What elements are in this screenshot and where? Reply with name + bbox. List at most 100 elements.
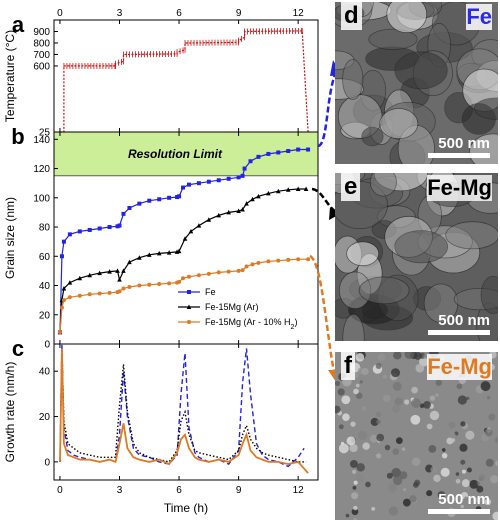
marker-femg-h2 — [127, 284, 132, 289]
marker-femg-ar — [188, 228, 194, 234]
series-line-c-2 — [59, 348, 309, 474]
marker-femg-ar — [276, 188, 281, 194]
xtick-label-top: 6 — [176, 8, 182, 19]
marker-femg-ar — [107, 269, 112, 274]
marker-femg-ar — [127, 259, 132, 265]
scale-bar-label-f: 500 nm — [438, 491, 490, 508]
ytick-label-b: 20 — [39, 310, 51, 321]
scale-bar-f — [428, 509, 490, 514]
marker-femg-ar — [97, 270, 102, 276]
ytick-label-b: 60 — [39, 252, 51, 263]
legend-label-0: Fe — [205, 287, 216, 297]
ytick-label-a: 600 — [33, 61, 50, 72]
plot-frame-a — [53, 19, 319, 133]
xtick-label-bottom: 6 — [176, 485, 182, 496]
ytick-label-a: 700 — [33, 50, 50, 61]
marker-femg-h2 — [97, 291, 102, 296]
panel-label-b: b — [11, 124, 24, 149]
ytick-label-b: 40 — [39, 281, 51, 292]
resolution-band — [53, 131, 319, 177]
marker-femg-ar — [266, 190, 271, 196]
marker-femg-ar — [176, 248, 182, 254]
panel-label-e: e — [341, 173, 361, 201]
marker-fe — [240, 173, 245, 178]
ytick-label-b: 100 — [33, 193, 50, 204]
ytick-label-b: 80 — [39, 223, 51, 234]
marker-femg-h2 — [226, 269, 231, 274]
marker-femg-h2 — [206, 271, 211, 276]
panel-label-d: d — [341, 2, 362, 30]
xtick-label-top: 3 — [117, 8, 123, 19]
marker-femg-ar — [206, 217, 212, 222]
marker-femg-h2 — [216, 270, 221, 275]
marker-femg-ar — [137, 255, 142, 260]
marker-fe — [206, 179, 211, 184]
marker-femg-ar — [115, 268, 120, 273]
plot-frame-c — [53, 343, 319, 481]
marker-femg-ar — [117, 277, 122, 282]
marker-femg-h2 — [121, 286, 126, 291]
marker-femg-h2 — [117, 289, 122, 294]
marker-femg-ar — [295, 186, 301, 192]
marker-femg-h2 — [57, 330, 62, 335]
marker-fe — [248, 159, 253, 164]
ylabel-a: Temperature (°C) — [3, 30, 17, 122]
marker-femg-h2 — [59, 305, 64, 310]
marker-femg-ar — [87, 272, 93, 278]
marker-fe — [147, 198, 152, 203]
marker-fe — [177, 194, 182, 199]
legend-marker-2 — [187, 320, 191, 324]
marker-femg-ar — [285, 187, 291, 192]
marker-femg-ar — [303, 186, 309, 192]
marker-fe — [87, 227, 92, 232]
marker-femg-h2 — [147, 282, 152, 287]
marker-fe — [266, 151, 271, 156]
marker-fe — [236, 175, 241, 180]
marker-femg-h2 — [186, 274, 191, 279]
marker-fe — [276, 150, 281, 155]
series-line-c-0 — [59, 343, 305, 468]
arrow-femg-h2 — [309, 254, 336, 373]
marker-fe — [59, 254, 64, 259]
legend-marker-1 — [186, 304, 192, 309]
marker-femg-ar — [196, 223, 202, 228]
marker-femg-h2 — [196, 273, 201, 278]
marker-femg-ar — [226, 209, 231, 215]
marker-femg-ar — [182, 236, 188, 241]
marker-fe — [97, 226, 102, 231]
marker-fe — [181, 185, 186, 190]
marker-femg-ar — [77, 275, 83, 281]
xtick-label-bottom: 0 — [57, 485, 63, 496]
marker-femg-h2 — [67, 295, 72, 300]
marker-femg-ar — [256, 193, 261, 199]
micrograph-d: d Fe 500 nm — [335, 2, 498, 164]
micrograph-f: f Fe-Mg 500 nm — [335, 352, 498, 520]
marker-femg-ar — [236, 208, 241, 213]
marker-fe — [196, 181, 201, 186]
series-line-a-0 — [60, 29, 309, 133]
marker-fe — [117, 223, 122, 228]
scale-bar-d — [428, 153, 490, 158]
marker-fe — [107, 225, 112, 230]
marker-fe — [77, 229, 82, 234]
marker-fe — [242, 166, 247, 171]
marker-femg-ar — [121, 268, 126, 273]
arrow-fe — [317, 71, 338, 148]
marker-fe — [127, 206, 132, 211]
xtick-label-top: 9 — [236, 8, 242, 19]
marker-femg-ar — [61, 285, 67, 291]
scale-bar-e — [428, 330, 490, 335]
legend-marker-0 — [187, 290, 191, 294]
marker-fe — [286, 149, 291, 154]
marker-femg-h2 — [256, 260, 261, 265]
arrow-femg-ar — [311, 187, 337, 214]
marker-femg-ar — [216, 212, 222, 218]
micrograph-e: e Fe-Mg 500 nm — [335, 173, 498, 341]
ytick-label-a: 900 — [33, 27, 50, 38]
marker-femg-ar — [240, 206, 245, 212]
marker-fe — [256, 154, 261, 159]
marker-fe — [226, 176, 231, 181]
marker-femg-h2 — [250, 262, 255, 267]
plots-group: Resolution Limita25600700800900Temperatu… — [3, 8, 319, 515]
marker-femg-h2 — [296, 257, 301, 262]
